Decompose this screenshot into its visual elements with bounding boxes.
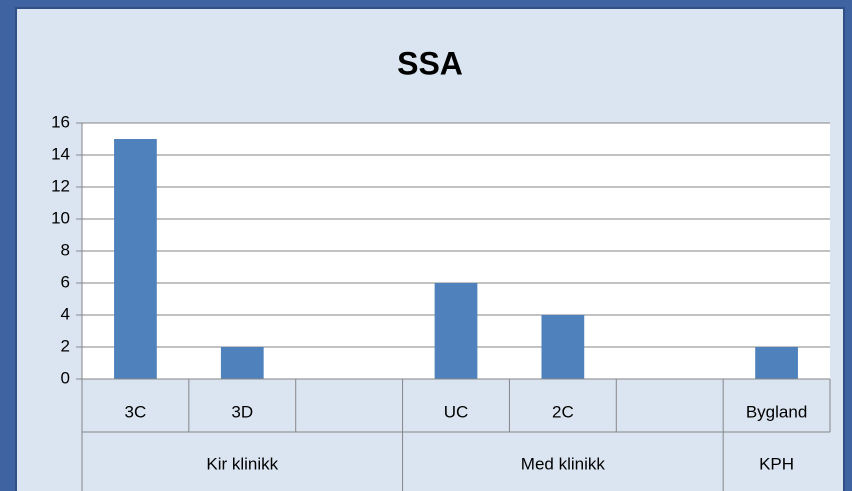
y-tick-label: 4	[61, 304, 70, 323]
y-tick-label: 14	[51, 144, 70, 163]
x-tick-label: 3D	[231, 402, 253, 421]
y-tick-label: 16	[51, 112, 70, 131]
bar	[755, 347, 798, 379]
y-tick-label: 0	[61, 368, 70, 387]
x-tick-label: 2C	[552, 402, 574, 421]
x-tick-label: Bygland	[746, 402, 807, 421]
x-tick-label: UC	[444, 402, 469, 421]
group-label: Med klinikk	[521, 454, 606, 473]
bar	[114, 139, 157, 379]
y-tick-label: 10	[51, 208, 70, 227]
y-tick-label: 2	[61, 336, 70, 355]
y-tick-label: 8	[61, 240, 70, 259]
group-label: Kir klinikk	[206, 454, 278, 473]
chart-title: SSA	[397, 45, 463, 81]
bar	[541, 315, 585, 379]
group-label: KPH	[759, 454, 794, 473]
y-tick-label: 12	[51, 176, 70, 195]
bar	[434, 283, 478, 379]
x-tick-label: 3C	[125, 402, 147, 421]
y-tick-label: 6	[61, 272, 70, 291]
bar	[220, 347, 264, 379]
